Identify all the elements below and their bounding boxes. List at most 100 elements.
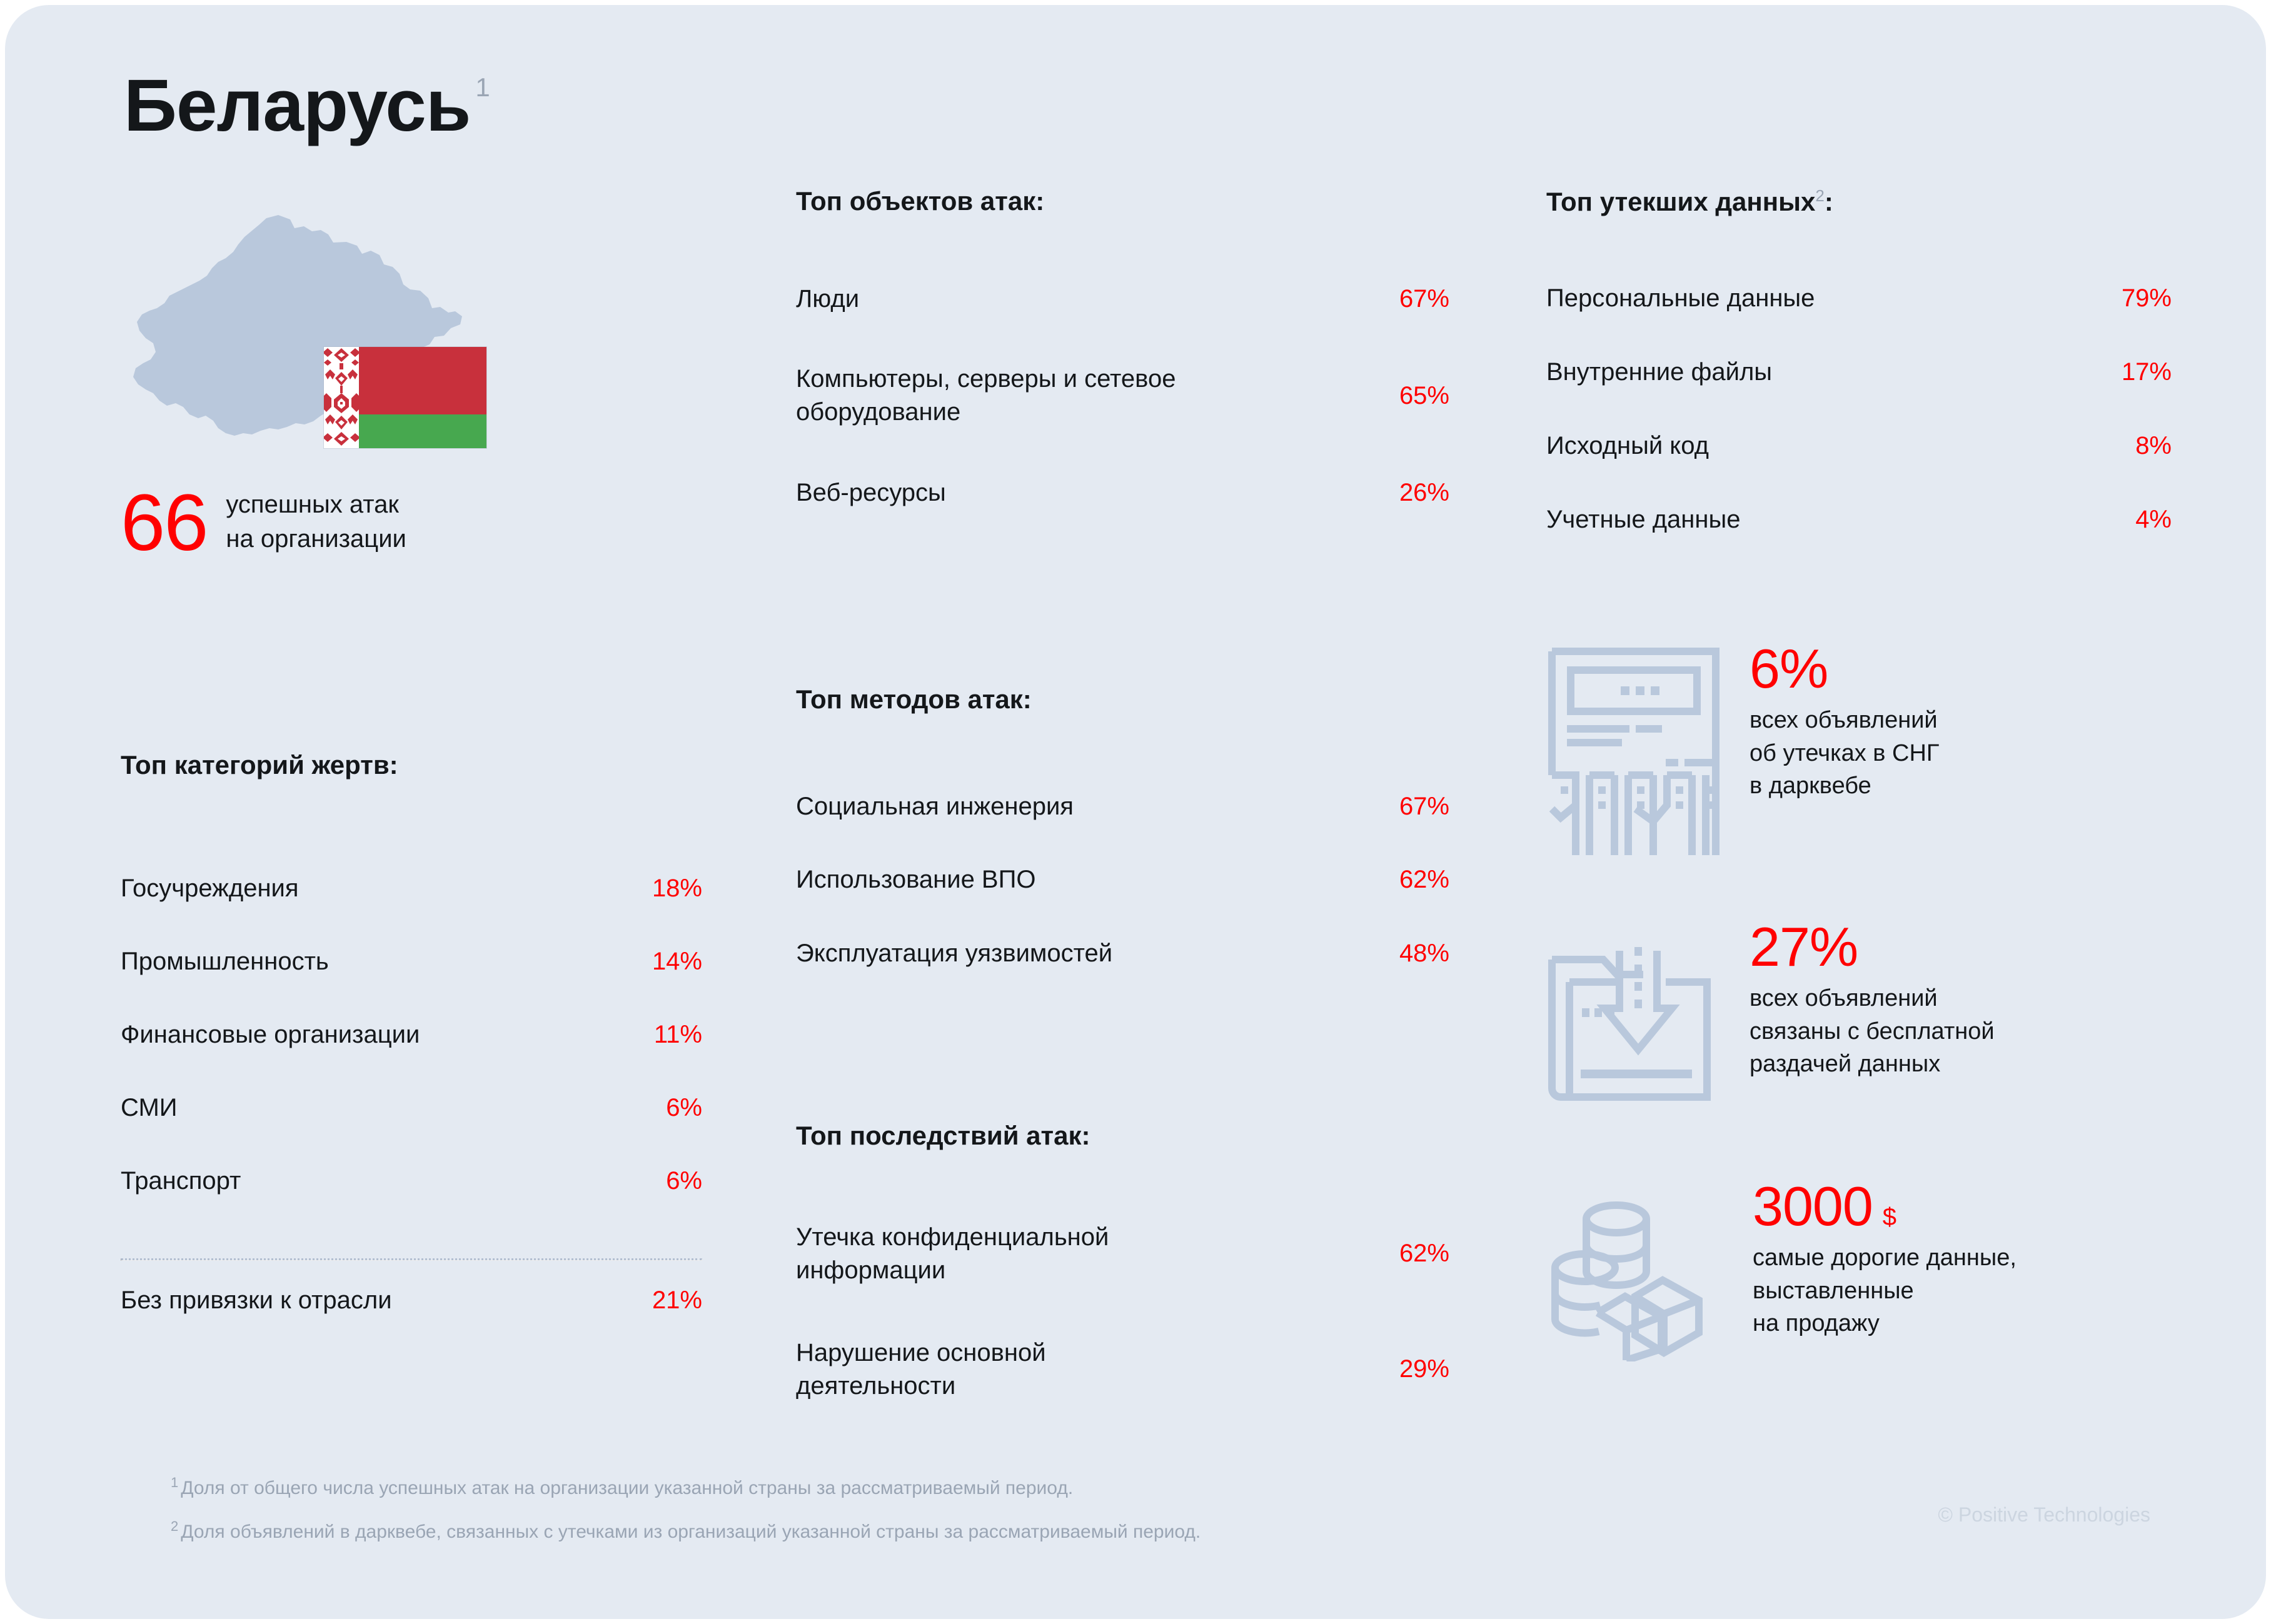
leaked-row-value: 17% (2121, 358, 2172, 386)
methods-row-label: Социальная инженерия (796, 793, 1074, 821)
footnotes: 1 Доля от общего числа успешных атак на о… (171, 1474, 1671, 1561)
table-row: Веб-ресурсы 26% (796, 455, 1449, 530)
victims-row-label: СМИ (121, 1094, 178, 1122)
leaked-row-label: Персональные данные (1546, 284, 1815, 312)
leaked-row-label: Внутренние файлы (1546, 358, 1773, 386)
victims-heading: Топ категорий жертв: (121, 750, 398, 779)
darkweb-desc-line: в дарквебе (1750, 773, 1871, 799)
darkweb-currency-symbol: $ (1882, 1203, 1896, 1231)
methods-heading: Топ методов атак: (796, 684, 1032, 714)
targets-row-label: Веб-ресурсы (796, 478, 946, 506)
victims-other-label: Без привязки к отрасли (121, 1286, 392, 1314)
victims-row-value: 11% (653, 1021, 702, 1048)
darkweb-stat-block: 27% всех объявлений связаны с бесплатной… (1543, 919, 1995, 1105)
leaked-row-value: 79% (2121, 284, 2172, 312)
victims-row-label: Промышленность (121, 948, 329, 976)
table-row: Нарушение основной деятельности 29% (796, 1311, 1449, 1427)
victims-other-value: 21% (652, 1286, 702, 1314)
table-row: Госучреждения 18% (121, 852, 702, 925)
attacks-label-line1: успешных атак (226, 491, 399, 519)
flag-bands (359, 347, 486, 448)
methods-row-value: 48% (1399, 939, 1449, 967)
flag-ornament (324, 347, 359, 448)
methods-row-value: 62% (1399, 865, 1449, 893)
darkweb-stat-text: 3000 $ самые дорогие данные, выставленны… (1753, 1175, 2017, 1340)
victims-row-value: 6% (666, 1094, 702, 1121)
darkweb-desc-line: всех объявлений (1750, 985, 1938, 1012)
targets-heading: Топ объектов атак: (796, 186, 1045, 216)
darkweb-value-number: 3000 (1753, 1175, 1873, 1237)
darkweb-stat-description: всех объявлений об утечках в СНГ в даркв… (1750, 704, 1939, 802)
methods-row-label: Эксплуатация уязвимостей (796, 939, 1113, 967)
footnote-item: 1 Доля от общего числа успешных атак на о… (171, 1474, 1671, 1500)
darkweb-desc-line: раздачей данных (1750, 1051, 1941, 1078)
victims-divider (121, 1258, 702, 1261)
darkweb-stat-value: 6% (1750, 638, 1939, 699)
table-row: Учетные данные 4% (1546, 483, 2172, 556)
consequences-list: Утечка конфиденциальной информации 62% Н… (796, 1196, 1449, 1427)
leaked-row-label: Учетные данные (1546, 505, 1741, 533)
darkweb-desc-line: об утечках в СНГ (1750, 739, 1940, 766)
victims-row-label: Финансовые организации (121, 1021, 420, 1049)
darkweb-desc-line: выставленные (1753, 1277, 1914, 1304)
table-row: Персональные данные 79% (1546, 261, 2172, 335)
victims-row-value: 6% (666, 1167, 702, 1195)
targets-row-value: 65% (1399, 381, 1449, 409)
folder-download-icon (1543, 921, 1725, 1105)
leaked-row-label: Исходный код (1546, 431, 1709, 459)
successful-attacks-label: успешных атак на организации (226, 488, 406, 558)
darkweb-stat-text: 27% всех объявлений связаны с бесплатной… (1750, 919, 1995, 1081)
darkweb-desc-line: самые дорогие данные, (1753, 1245, 2017, 1271)
infographic-card: Беларусь 1 (5, 5, 2266, 1619)
country-name: Беларусь (124, 64, 471, 147)
darkweb-stat-text: 6% всех объявлений об утечках в СНГ в да… (1750, 638, 1939, 803)
consequences-row-value: 62% (1399, 1240, 1449, 1267)
copyright-text: © Positive Technologies (1938, 1503, 2150, 1526)
darkweb-desc-line: на продажу (1753, 1310, 1880, 1337)
footnote-marker: 1 (171, 1475, 179, 1490)
shredded-document-icon (1543, 643, 1725, 858)
darkweb-stat-description: самые дорогие данные, выставленные на пр… (1753, 1241, 2017, 1340)
table-row: Эксплуатация уязвимостей 48% (796, 916, 1449, 990)
darkweb-stat-value: 27% (1750, 919, 1995, 974)
table-row: Промышленность 14% (121, 925, 702, 998)
coins-boxes-icon (1540, 1180, 1728, 1365)
footnote-item: 2 Доля объявлений в дарквебе, связанных с… (171, 1518, 1671, 1544)
consequences-row-label: Утечка конфиденциальной информации (796, 1223, 1109, 1284)
consequences-heading: Топ последствий атак: (796, 1121, 1090, 1150)
darkweb-desc-line: связаны с бесплатной (1750, 1018, 1995, 1045)
consequences-row-value: 29% (1399, 1355, 1449, 1383)
darkweb-stat-block: 6% всех объявлений об утечках в СНГ в да… (1543, 638, 1939, 858)
table-row: Исходный код 8% (1546, 409, 2172, 483)
victims-row-value: 18% (652, 875, 702, 902)
table-row: Без привязки к отрасли 21% (121, 1266, 702, 1335)
table-row: Компьютеры, серверы и сетевое оборудован… (796, 336, 1449, 455)
darkweb-stat-value: 3000 $ (1753, 1175, 2017, 1237)
darkweb-stat-block: 3000 $ самые дорогие данные, выставленны… (1540, 1175, 2017, 1365)
country-map-block (114, 214, 502, 477)
darkweb-value-number: 6% (1750, 638, 1828, 699)
table-row: Финансовые организации 11% (121, 998, 702, 1071)
table-row: Социальная инженерия 67% (796, 771, 1449, 843)
targets-row-label: Компьютеры, серверы и сетевое оборудован… (796, 365, 1176, 426)
table-row: Транспорт 6% (121, 1145, 702, 1218)
victims-row-label: Транспорт (121, 1167, 241, 1195)
successful-attacks-count: 66 (121, 478, 208, 568)
footnote-text: Доля объявлений в дарквебе, связанных с … (181, 1521, 1201, 1542)
darkweb-stat-description: всех объявлений связаны с бесплатной раз… (1750, 982, 1995, 1080)
leaked-heading-text: Топ утекших данных (1546, 187, 1816, 216)
leaked-list: Персональные данные 79% Внутренние файлы… (1546, 261, 2172, 556)
footnote-text: Доля от общего числа успешных атак на ор… (181, 1478, 1074, 1498)
victims-list: Госучреждения 18% Промышленность 14% Фин… (121, 852, 702, 1335)
targets-row-label: Люди (796, 284, 860, 313)
methods-list: Социальная инженерия 67% Использование В… (796, 771, 1449, 990)
table-row: Люди 67% (796, 261, 1449, 336)
consequences-row-label: Нарушение основной деятельности (796, 1338, 1046, 1400)
leaked-heading-colon: : (1824, 187, 1833, 216)
table-row: Утечка конфиденциальной информации 62% (796, 1196, 1449, 1311)
table-row: Внутренние файлы 17% (1546, 335, 2172, 409)
victims-row-value: 14% (652, 948, 702, 975)
leaked-row-value: 4% (2135, 505, 2172, 533)
table-row: Использование ВПО 62% (796, 843, 1449, 916)
attacks-label-line2: на организации (226, 524, 406, 553)
